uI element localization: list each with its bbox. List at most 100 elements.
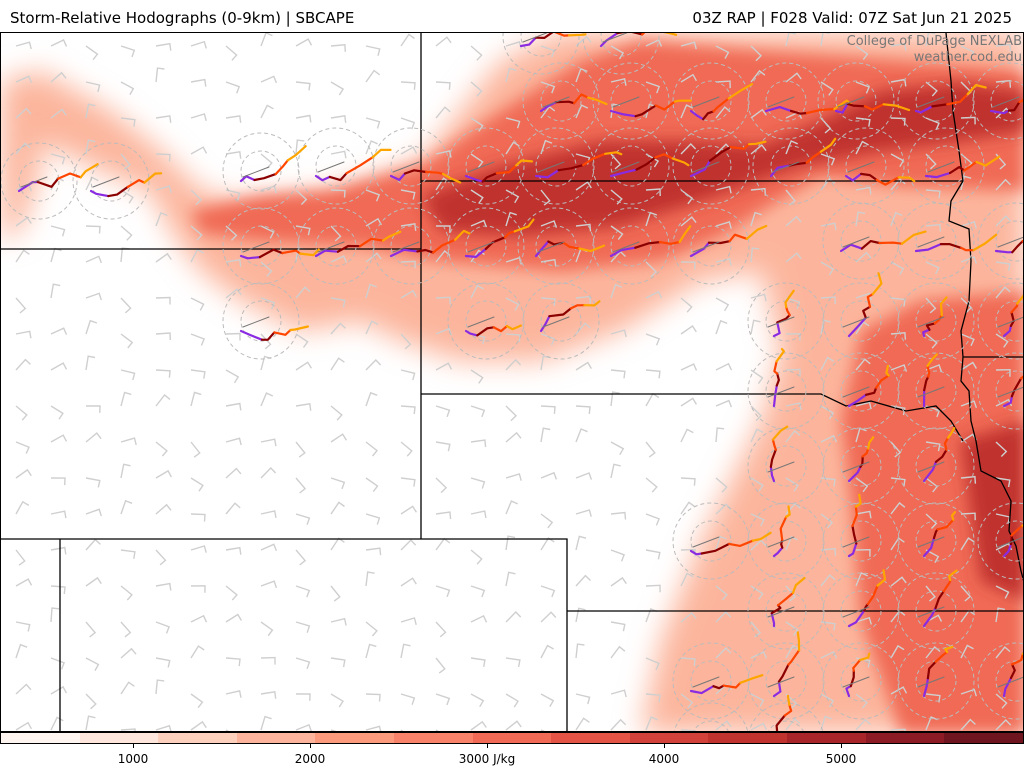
wind-barb-icon	[50, 405, 64, 420]
wind-barb-icon	[120, 437, 137, 446]
wind-barb-icon	[260, 621, 274, 637]
hodograph-segment	[712, 684, 725, 690]
hodograph-segment	[769, 164, 791, 178]
hodograph-segment	[847, 542, 858, 558]
hodograph-segment	[548, 307, 572, 318]
storm-motion-arrow	[767, 316, 795, 328]
wind-barb-icon	[330, 477, 346, 490]
wind-barb-icon	[365, 643, 377, 659]
wind-barb-icon	[995, 718, 1012, 731]
wind-barb-icon	[330, 225, 342, 242]
hodograph-icon	[997, 524, 1023, 558]
wind-barb-icon	[715, 585, 728, 601]
hodograph-segment	[772, 546, 784, 558]
wind-barb-icon	[15, 297, 27, 314]
hodograph-segment	[876, 569, 887, 587]
wind-barb-icon	[85, 477, 101, 488]
hodograph-range-ring	[747, 282, 825, 360]
hodograph-segment	[239, 254, 261, 260]
hodograph-icon	[842, 652, 871, 698]
wind-barb-icon	[435, 621, 447, 638]
wind-barb-icon	[190, 645, 205, 659]
wind-barb-icon	[855, 477, 869, 493]
wind-barb-icon	[575, 405, 591, 414]
wind-barb-icon	[855, 45, 869, 61]
wind-barb-icon	[890, 178, 906, 191]
colorbar-tick-label: 1000	[117, 752, 149, 766]
wind-barb-icon	[960, 585, 972, 602]
storm-motion-arrow	[917, 676, 945, 688]
wind-barb-icon	[505, 535, 516, 551]
hodograph-segment	[914, 243, 942, 253]
hodograph-range-ring	[897, 572, 975, 650]
wind-barb-icon	[155, 332, 171, 341]
storm-motion-arrow	[612, 241, 640, 253]
hodograph-range-ring	[390, 145, 432, 187]
hodograph-segment	[922, 328, 931, 338]
colorbar-segment	[79, 733, 159, 743]
wind-barb-icon	[330, 150, 347, 159]
wind-barb-icon	[680, 363, 698, 371]
hodograph-segment	[864, 386, 878, 396]
colorbar-segment	[629, 733, 709, 743]
storm-motion-arrow	[842, 536, 870, 548]
hodograph-range-ring	[897, 352, 975, 430]
wind-barb-icon	[225, 369, 240, 384]
hodograph-segment	[1007, 100, 1021, 112]
wind-barb-icon	[540, 258, 557, 267]
wind-barb-icon	[225, 657, 241, 667]
wind-barb-icon	[925, 81, 938, 97]
wind-barb-icon	[715, 185, 732, 194]
wind-barb-icon	[855, 117, 871, 127]
map-title: Storm-Relative Hodographs (0-9km) | SBCA…	[10, 9, 355, 27]
wind-barb-icon	[680, 41, 697, 50]
hodograph-range-ring	[90, 160, 132, 202]
wind-barb-icon	[925, 261, 940, 275]
wind-barb-icon	[750, 293, 767, 302]
wind-barb-icon	[960, 221, 977, 229]
storm-motion-arrow	[917, 461, 945, 473]
wind-barb-icon	[50, 362, 68, 371]
storm-motion-arrow	[242, 166, 270, 178]
storm-motion-arrow	[767, 461, 795, 473]
hodograph-range-ring	[390, 225, 432, 267]
storm-motion-arrow	[242, 316, 270, 328]
hodograph-segment	[994, 249, 1014, 254]
wind-barb-icon	[820, 715, 832, 731]
hodograph-segment	[863, 602, 869, 612]
wind-barb-icon	[610, 718, 627, 731]
wind-barb-icon	[435, 511, 452, 520]
wind-barb-icon	[645, 549, 661, 560]
wind-barb-icon	[400, 117, 416, 130]
hodograph-segment	[634, 241, 661, 249]
hodograph-range-ring	[600, 33, 642, 57]
storm-motion-arrow	[767, 96, 795, 108]
wind-barb-icon	[995, 441, 1008, 457]
hodograph-segment	[785, 306, 791, 317]
hodograph-range-ring	[240, 150, 282, 192]
wind-barb-icon	[400, 405, 416, 415]
wind-barb-icon	[855, 693, 869, 709]
wind-barb-icon	[260, 261, 273, 277]
colorbar-segment	[551, 733, 630, 743]
wind-barb-icon	[855, 251, 872, 263]
wind-barb-icon	[505, 67, 517, 83]
wind-barb-icon	[960, 718, 976, 731]
hodograph-segment	[609, 168, 638, 178]
colorbar-tick-label: 4000	[648, 752, 680, 766]
colorbar-tick-label: 2000	[294, 752, 326, 766]
wind-barb-icon	[225, 45, 238, 61]
hodograph-icon	[689, 140, 767, 178]
wind-barb-icon	[435, 106, 451, 119]
hodograph-segment	[274, 159, 289, 176]
hodograph-range-ring	[925, 145, 967, 187]
wind-barb-icon	[295, 139, 305, 155]
wind-barb-icon	[680, 297, 693, 313]
wind-barb-icon	[85, 139, 96, 155]
wind-barb-icon	[15, 216, 32, 227]
wind-barb-icon	[435, 327, 453, 336]
wind-barb-icon	[85, 576, 102, 587]
hodograph-segment	[554, 33, 570, 37]
hodograph-segment	[700, 542, 731, 555]
hodograph-range-ring	[372, 127, 450, 205]
